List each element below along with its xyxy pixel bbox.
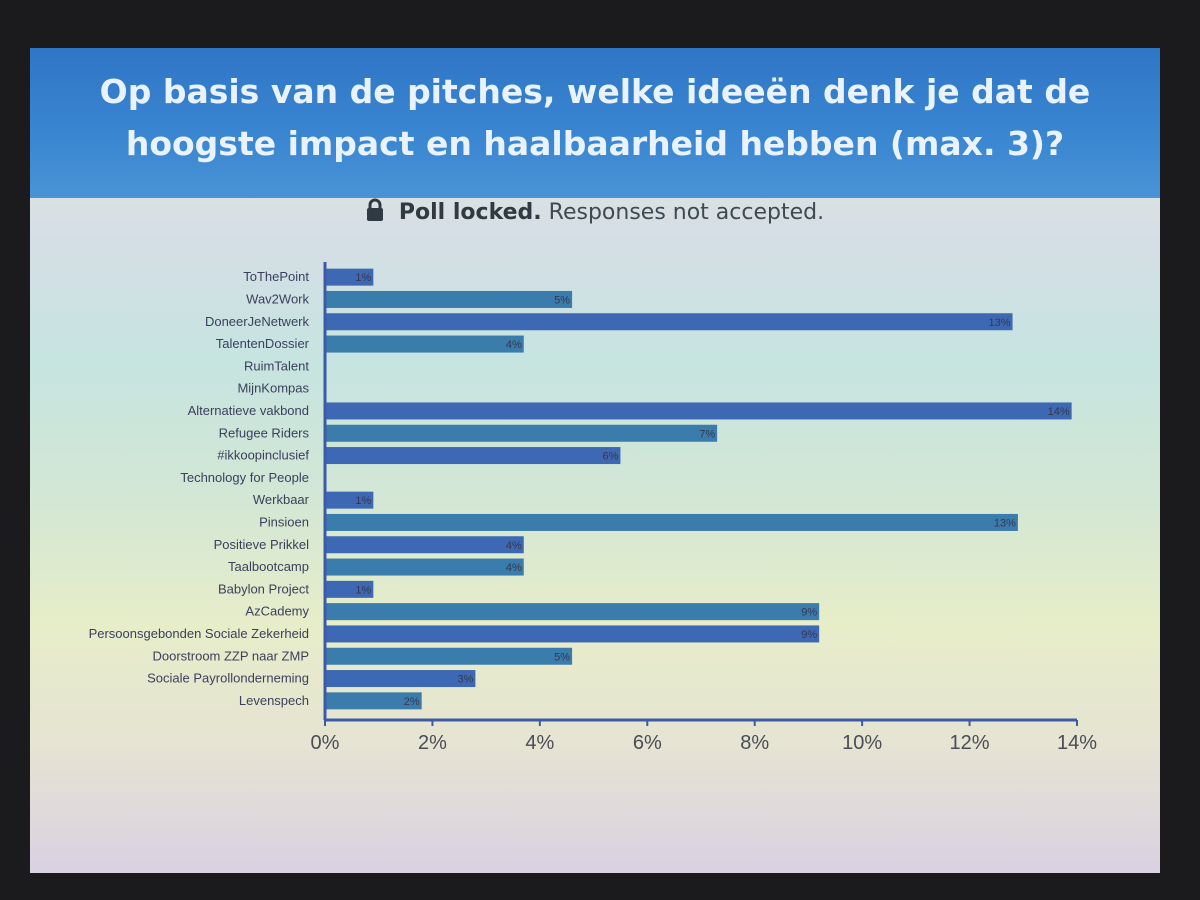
slide-header: Op basis van de pitches, welke ideeën de… [30,48,1160,198]
x-tick-label: 10% [842,732,882,754]
bar-value-label: 5% [554,294,570,306]
bar-value-label: 2% [404,696,420,708]
bar [325,580,374,598]
category-label: Doorstroom ZZP naar ZMP [152,648,309,663]
projection-screen: Op basis van de pitches, welke ideeën de… [30,48,1160,873]
x-tick-label: 12% [950,732,990,754]
bar [325,335,524,353]
category-label: RuimTalent [244,358,309,373]
bar-value-label: 4% [506,540,522,552]
lock-icon [366,198,383,221]
bar-value-label: 14% [1048,406,1070,418]
x-tick-label: 0% [311,732,340,754]
bar [325,647,573,665]
bar-value-label: 9% [801,629,817,641]
bar [325,268,374,286]
poll-status-bold: Poll locked. [398,200,542,225]
x-tick-label: 4% [525,732,554,754]
bar-value-label: 1% [355,584,371,596]
bar-value-label: 6% [603,451,619,463]
bar-value-label: 9% [801,607,817,619]
category-label: Wav2Work [246,291,309,306]
poll-status-text: Responses not accepted. [548,200,825,225]
bar [325,692,422,710]
bar-value-label: 7% [699,428,715,440]
category-label: Sociale Payrollonderneming [147,671,309,686]
slide-title: Op basis van de pitches, welke ideeën de… [99,72,1091,163]
category-label: Technology for People [180,470,309,485]
bar-value-label: 5% [554,651,570,663]
bar [325,625,820,643]
category-label: DoneerJeNetwerk [205,314,310,329]
bar-value-label: 1% [355,495,371,507]
bar-value-label: 13% [989,317,1011,329]
category-label: Taalbootcamp [228,559,309,574]
bar-value-label: 4% [506,339,522,351]
bar [325,513,1018,531]
x-tick-label: 8% [740,732,769,754]
category-label: Werkbaar [253,492,310,507]
bar [325,603,820,621]
x-tick-label: 14% [1057,732,1097,754]
bar [325,536,524,554]
category-label: Babylon Project [218,581,309,596]
bar [325,447,621,465]
bar [325,424,718,442]
bar [325,402,1072,420]
category-label: ToThePoint [243,269,309,284]
bar-chart: ToThePoint 1% Wav2Work 5% DoneerJeNetwerk 13%… [89,262,1097,754]
category-label: Persoonsgebonden Sociale Zekerheid [89,626,309,641]
category-label: Pinsioen [259,514,309,529]
category-label: #ikkoopinclusief [217,448,309,463]
bar-value-label: 3% [457,674,473,686]
bar-value-label: 13% [994,517,1016,529]
category-label: Alternatieve vakbond [188,403,309,418]
x-tick-label: 6% [633,732,662,754]
category-label: Refugee Riders [219,425,310,440]
poll-status: Poll locked. Responses not accepted. [30,198,1160,225]
category-label: Levenspech [239,693,309,708]
x-tick-label: 2% [418,732,447,754]
bar [325,290,573,308]
category-label: MijnKompas [237,381,309,396]
bar [325,558,524,576]
category-label: AzCademy [245,604,309,619]
bar [325,670,476,688]
bar-value-label: 1% [355,272,371,284]
bar [325,491,374,509]
category-label: TalentenDossier [216,336,310,351]
bar-value-label: 4% [506,562,522,574]
bar [325,313,1013,331]
category-label: Positieve Prikkel [214,537,309,552]
